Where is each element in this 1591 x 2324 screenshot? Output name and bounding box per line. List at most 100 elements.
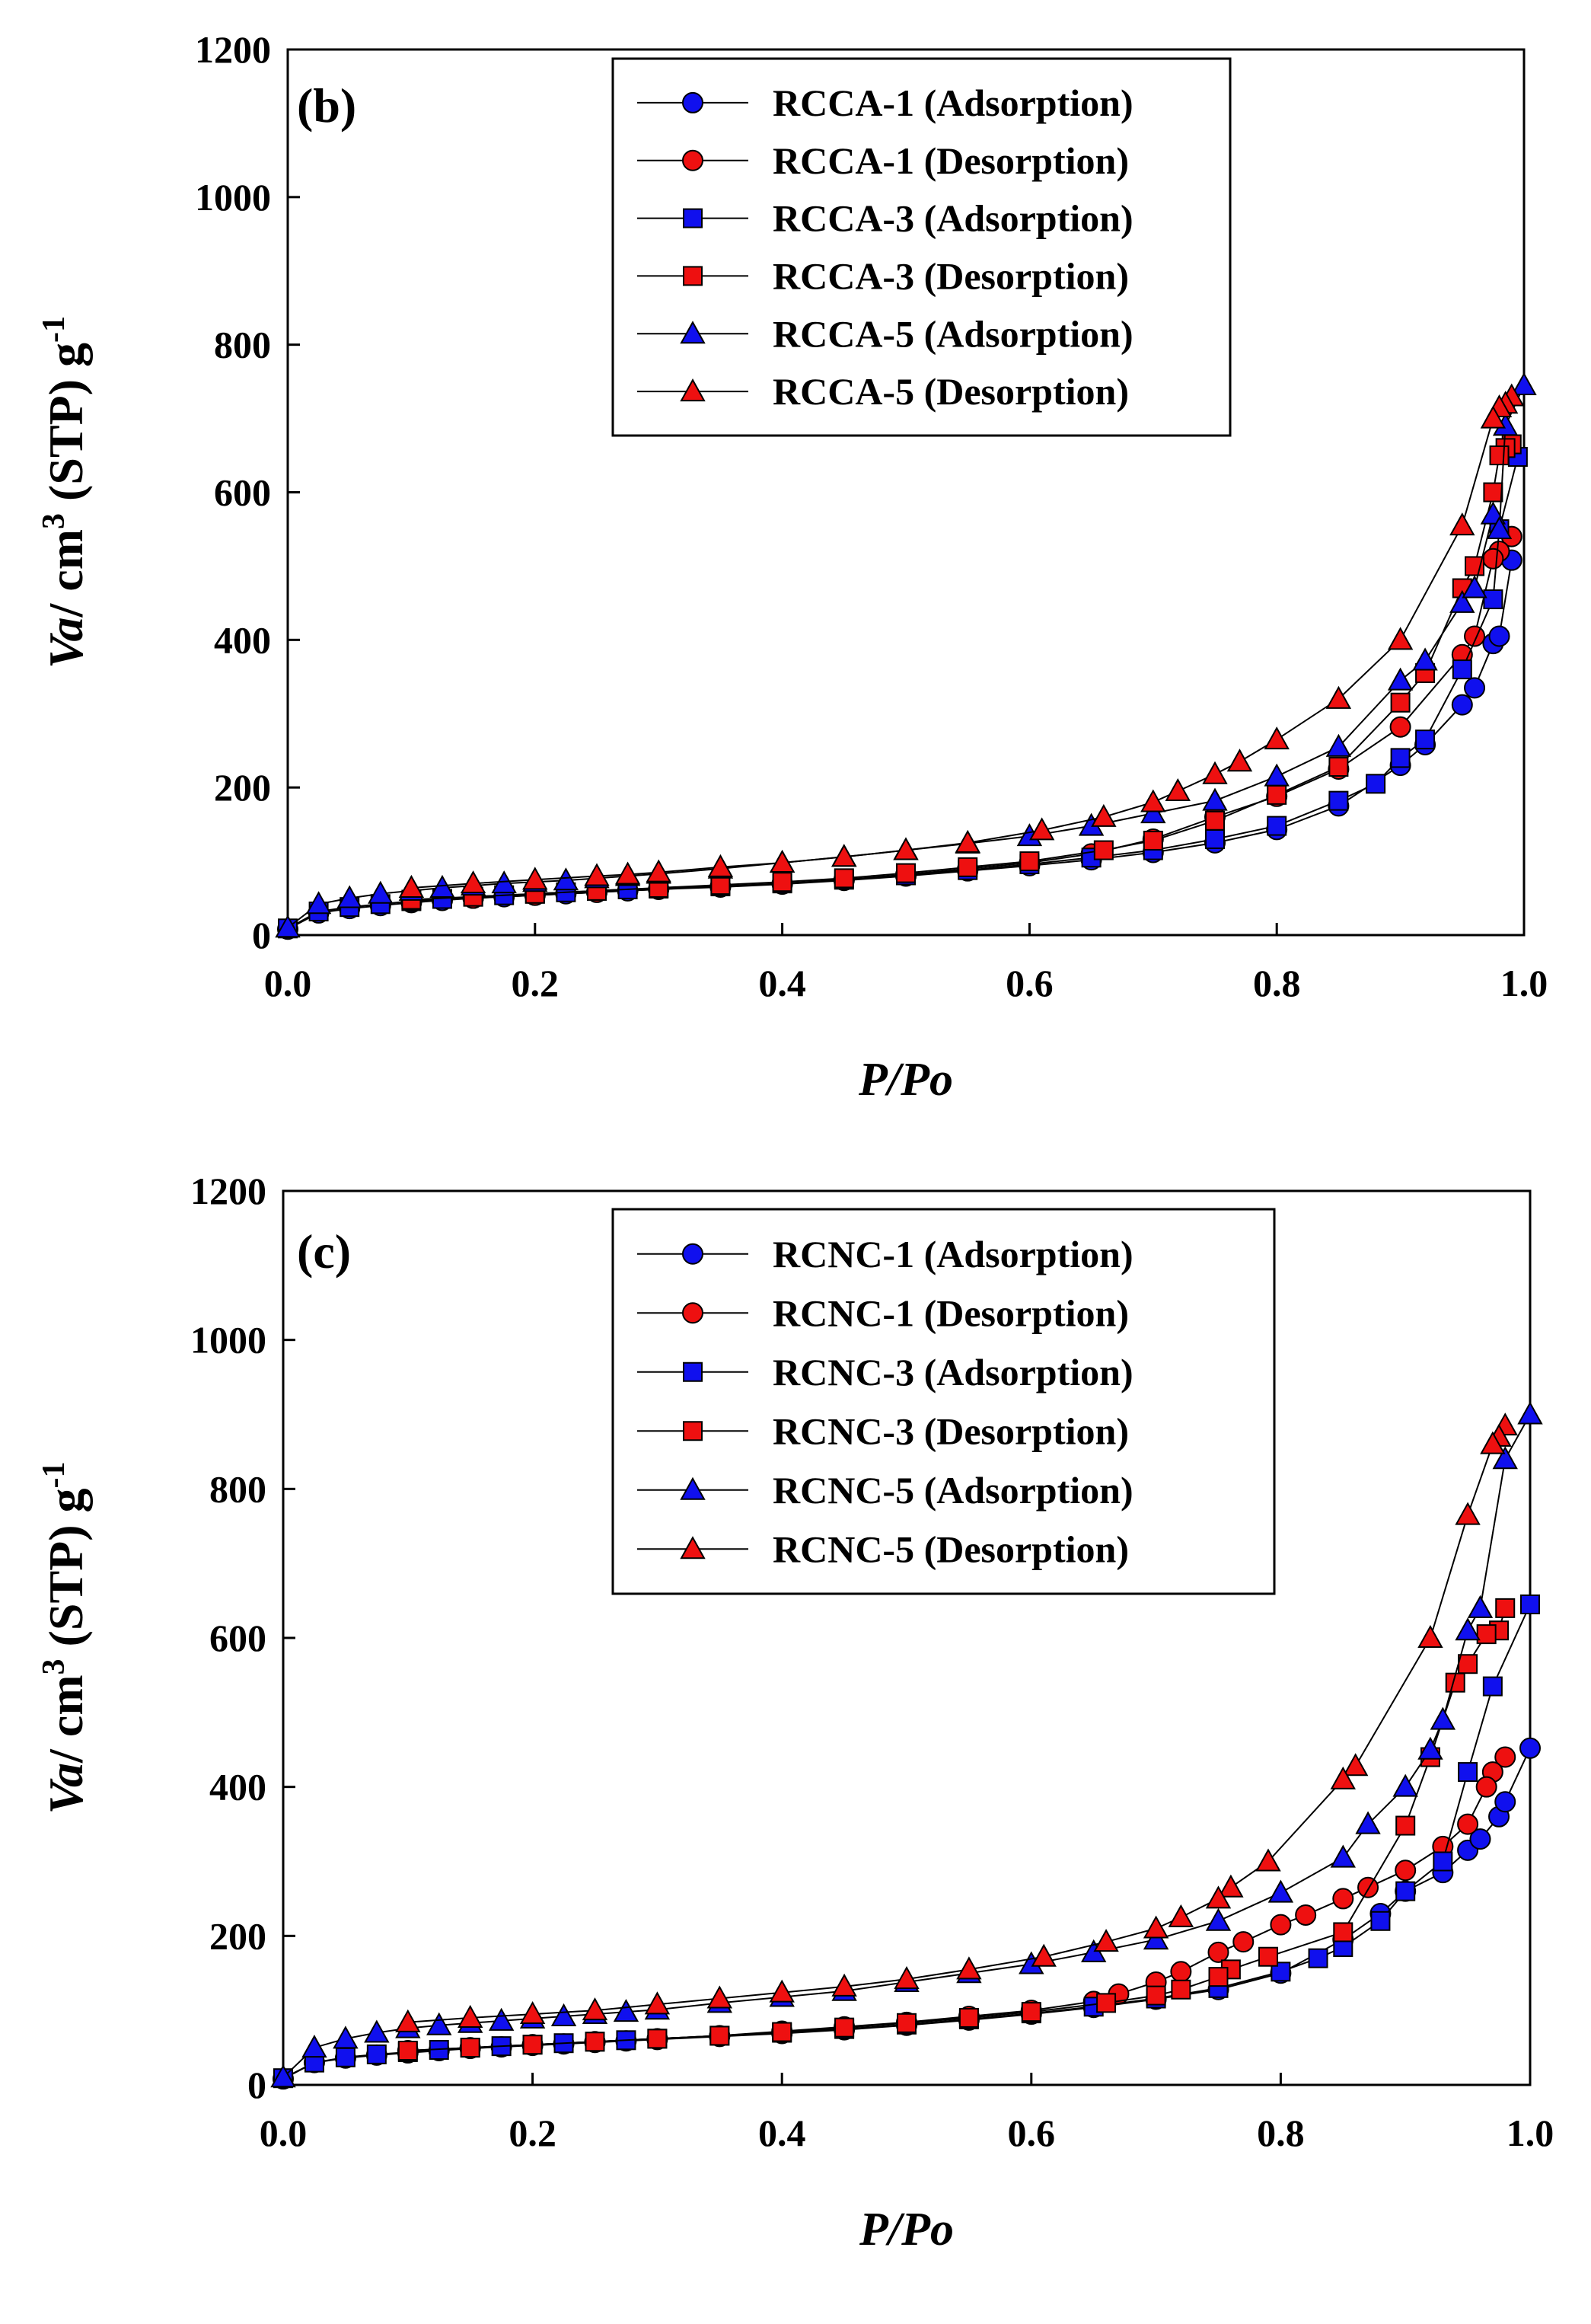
- y-axis-label-part: / cm: [39, 1674, 93, 1764]
- data-point: [1168, 1904, 1194, 1927]
- legend-marker: [680, 321, 706, 344]
- data-point: [772, 2022, 792, 2042]
- data-point: [1469, 1828, 1491, 1850]
- data-point: [707, 854, 734, 877]
- legend: RCNC-1 (Adsorption) RCNC-1 (Desorption) RC…: [611, 1208, 1276, 1595]
- data-point: [958, 857, 978, 877]
- y-tick-label: 1000: [190, 1319, 266, 1362]
- data-point: [1143, 830, 1163, 851]
- data-point: [706, 1985, 732, 2009]
- legend-marker: [680, 1476, 706, 1500]
- data-point: [1021, 2002, 1041, 2022]
- legend-marker: [680, 1536, 706, 1559]
- y-axis-label-part: Va: [39, 617, 93, 669]
- legend-entry: RCCA-1 (Desorption): [773, 139, 1129, 182]
- legend-marker: [682, 1243, 703, 1265]
- data-point: [519, 2000, 546, 2025]
- y-tick-label: 400: [209, 1766, 266, 1808]
- data-point: [460, 870, 486, 894]
- y-tick-label: 0: [252, 914, 271, 956]
- data-point: [1417, 1624, 1443, 1648]
- data-point: [305, 891, 332, 915]
- data-point: [488, 2007, 515, 2031]
- data-point: [1093, 840, 1114, 860]
- legend-entry: RCNC-1 (Desorption): [773, 1291, 1129, 1334]
- data-point: [1486, 516, 1513, 539]
- data-point: [1295, 1904, 1317, 1926]
- series-line: [407, 1425, 1507, 2023]
- data-point: [458, 2004, 483, 2028]
- data-point: [301, 2035, 327, 2058]
- data-point: [1395, 1881, 1416, 1901]
- data-point: [709, 2026, 730, 2046]
- data-point: [1483, 482, 1503, 503]
- y-tick-label: 1000: [195, 176, 271, 219]
- data-point: [1205, 829, 1225, 850]
- data-point: [270, 2064, 296, 2088]
- data-point: [834, 868, 854, 889]
- series-line: [411, 443, 1513, 901]
- data-point: [1412, 647, 1438, 671]
- x-axis-label: P/Po: [858, 1054, 953, 1106]
- panel-label: (b): [297, 78, 356, 132]
- legend-entry: RCCA-1 (Adsorption): [773, 81, 1133, 124]
- data-point: [1457, 1813, 1479, 1835]
- x-tick-label: 0.0: [264, 962, 312, 1004]
- legend-entry: RCCA-5 (Desorption): [773, 370, 1129, 413]
- series-5: [398, 383, 1525, 898]
- y-tick-label: 1200: [190, 1170, 266, 1212]
- y-axis-label-part: (STP) g: [39, 1488, 93, 1658]
- data-point: [1096, 1993, 1117, 2013]
- data-point: [831, 1973, 857, 1997]
- data-point: [1452, 659, 1472, 680]
- data-point: [1325, 733, 1352, 757]
- data-point: [893, 837, 919, 860]
- data-point: [1140, 789, 1166, 812]
- x-tick-label: 1.0: [1507, 2112, 1554, 2154]
- data-point: [769, 1979, 795, 2003]
- data-point: [647, 2029, 668, 2049]
- x-tick-label: 0.8: [1253, 962, 1301, 1004]
- legend-box: [611, 1208, 1276, 1595]
- data-point: [1357, 1876, 1379, 1898]
- legend-entry: RCNC-1 (Adsorption): [773, 1233, 1133, 1275]
- data-point: [1475, 1776, 1497, 1798]
- data-point: [1207, 1941, 1229, 1963]
- data-point: [1494, 1791, 1516, 1813]
- data-point: [1332, 1888, 1354, 1910]
- data-point: [550, 2003, 577, 2026]
- data-point: [522, 2035, 543, 2055]
- data-point: [1333, 1922, 1353, 1943]
- data-point: [1270, 1914, 1292, 1936]
- data-point: [644, 1991, 671, 2015]
- y-axis-label: Va/ cm3 (STP) g-1: [37, 1461, 93, 1814]
- data-point: [333, 2026, 359, 2049]
- y-axis-label-part: -1: [37, 1461, 72, 1488]
- chart-panel-b: 0 200 400 600 800 1000 1200 0.0 0.2 0.4 0.6 0.8 1.0 P…: [37, 28, 1548, 1106]
- data-point: [1091, 803, 1117, 827]
- x-tick-label: 0.4: [758, 2112, 806, 2154]
- legend-entry: RCNC-5 (Desorption): [773, 1528, 1129, 1570]
- x-tick-label: 0.2: [512, 962, 560, 1004]
- data-point: [894, 1966, 920, 1990]
- data-point: [1467, 1595, 1494, 1618]
- data-point: [710, 875, 731, 895]
- data-point: [275, 915, 301, 938]
- series-3: [401, 434, 1522, 910]
- y-axis-label: Va/ cm3 (STP) g-1: [37, 316, 93, 669]
- data-point: [1511, 372, 1537, 395]
- data-point: [1140, 800, 1166, 824]
- data-point: [1389, 716, 1411, 738]
- y-axis-label-part: 3: [37, 513, 72, 529]
- data-point: [1455, 1502, 1481, 1525]
- data-point: [398, 874, 425, 898]
- data-point: [1387, 667, 1414, 691]
- data-point: [553, 867, 579, 891]
- data-point: [1488, 625, 1510, 647]
- x-tick-label: 1.0: [1500, 962, 1548, 1004]
- legend-marker: [683, 266, 703, 286]
- data-point: [364, 2019, 390, 2043]
- data-point: [1390, 748, 1411, 768]
- data-point: [1330, 1844, 1356, 1868]
- data-point: [1455, 1617, 1481, 1641]
